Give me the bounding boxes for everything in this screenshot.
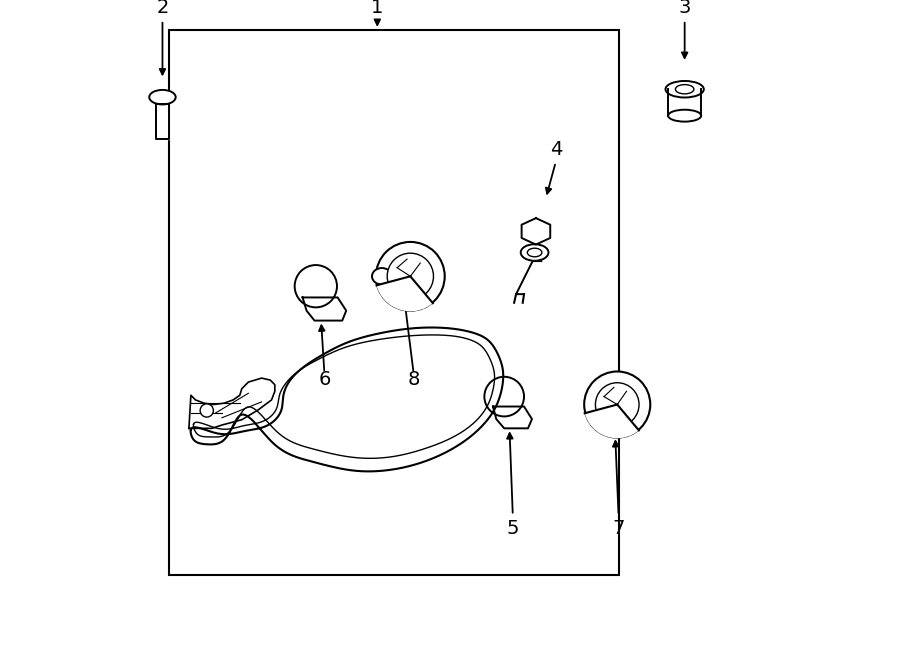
Wedge shape (376, 276, 433, 311)
Polygon shape (156, 104, 169, 139)
Circle shape (294, 265, 337, 307)
Polygon shape (493, 407, 532, 428)
Circle shape (596, 383, 639, 426)
Polygon shape (522, 218, 550, 245)
Ellipse shape (675, 85, 694, 94)
Ellipse shape (521, 245, 548, 260)
Circle shape (584, 371, 651, 438)
Text: 4: 4 (550, 139, 562, 159)
Polygon shape (189, 378, 274, 428)
Ellipse shape (149, 90, 176, 104)
Bar (169, 30, 618, 575)
Ellipse shape (665, 81, 704, 98)
Text: 3: 3 (679, 0, 691, 17)
Text: 8: 8 (408, 370, 419, 389)
Circle shape (376, 242, 445, 311)
Polygon shape (516, 261, 541, 294)
Text: 7: 7 (612, 519, 625, 538)
Text: 1: 1 (371, 0, 383, 17)
Circle shape (387, 253, 434, 299)
Ellipse shape (668, 110, 701, 122)
Text: 2: 2 (157, 0, 168, 17)
Text: 6: 6 (319, 370, 330, 389)
Circle shape (484, 377, 524, 416)
Ellipse shape (372, 268, 392, 284)
Wedge shape (585, 405, 639, 438)
Circle shape (200, 404, 213, 417)
Polygon shape (302, 297, 346, 321)
Text: 5: 5 (507, 519, 519, 538)
Ellipse shape (527, 249, 542, 256)
